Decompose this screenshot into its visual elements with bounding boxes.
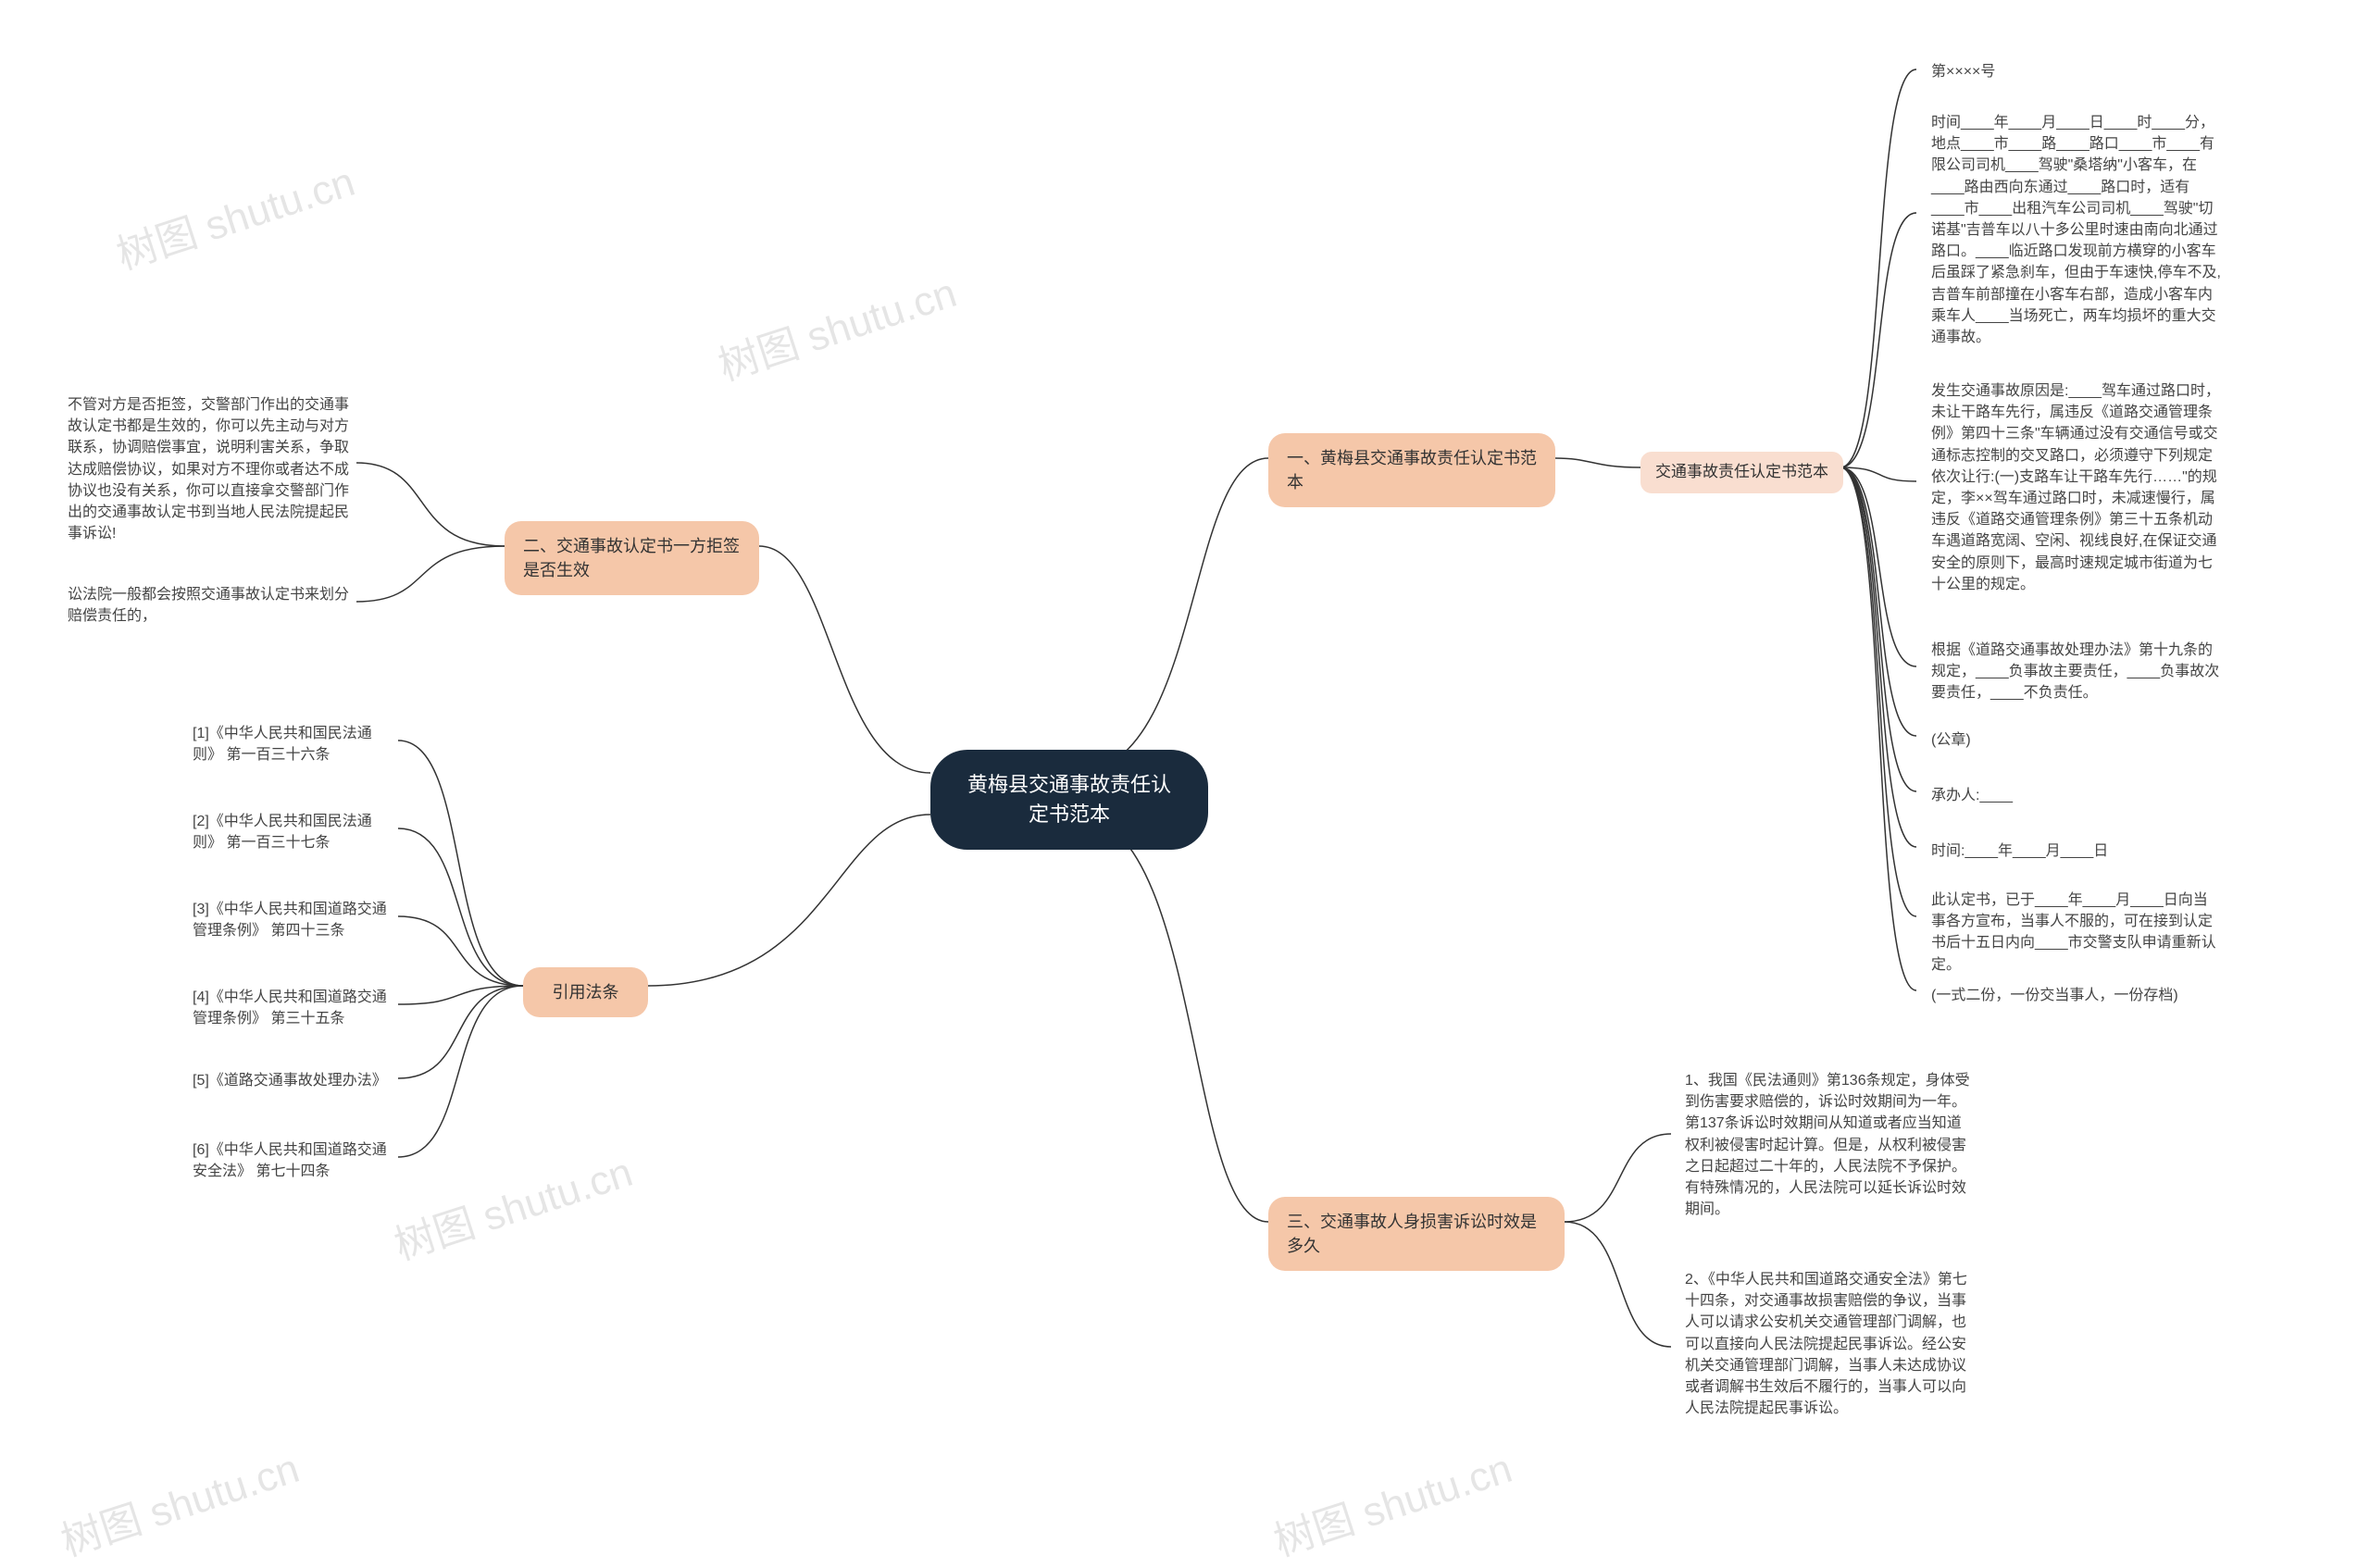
branch-1: 一、黄梅县交通事故责任认定书范本 [1268, 433, 1555, 507]
center-title: 黄梅县交通事故责任认定书范本 [967, 773, 1171, 826]
watermark: 树图 shutu.cn [53, 1435, 306, 1567]
watermark: 树图 shutu.cn [386, 1139, 639, 1271]
leaf: 讼法院一般都会按照交通事故认定书来划分赔偿责任的， [60, 579, 356, 632]
branch-1-label: 一、黄梅县交通事故责任认定书范本 [1287, 449, 1537, 492]
leaf: [5]《道路交通事故处理办法》 [185, 1064, 394, 1097]
branch-1-sub: 交通事故责任认定书范本 [1640, 452, 1843, 493]
watermark: 树图 shutu.cn [1266, 1435, 1518, 1567]
watermark: 树图 shutu.cn [108, 148, 361, 280]
leaf: [2]《中华人民共和国民法通则》 第一百三十七条 [185, 805, 398, 859]
center-node: 黄梅县交通事故责任认定书范本 [930, 750, 1208, 850]
branch-2: 二、交通事故认定书一方拒签是否生效 [505, 521, 759, 595]
leaf: [6]《中华人民共和国道路交通安全法》 第七十四条 [185, 1134, 398, 1188]
leaf: (一式二份，一份交当事人，一份存档) [1924, 979, 2186, 1012]
leaf: [4]《中华人民共和国道路交通管理条例》 第三十五条 [185, 981, 398, 1035]
leaf: 不管对方是否拒签，交警部门作出的交通事故认定书都是生效的，你可以先主动与对方联系… [60, 389, 356, 550]
leaf: 此认定书，已于____年____月____日向当事各方宣布，当事人不服的，可在接… [1924, 884, 2229, 981]
leaf: 承办人:____ [1924, 779, 2020, 812]
leaf: 1、我国《民法通则》第136条规定，身体受到伤害要求赔偿的，诉讼时效期间为一年。… [1678, 1064, 1983, 1226]
leaf: 2、《中华人民共和国道路交通安全法》第七十四条，对交通事故损害赔偿的争议，当事人… [1678, 1263, 1983, 1425]
branch-1-sub-label: 交通事故责任认定书范本 [1655, 463, 1828, 480]
leaf: [1]《中华人民共和国民法通则》 第一百三十六条 [185, 717, 398, 771]
leaf: 第××××号 [1924, 56, 2002, 88]
leaf: 根据《道路交通事故处理办法》第十九条的规定，____负事故主要责任，____负事… [1924, 634, 2229, 710]
branch-3: 三、交通事故人身损害诉讼时效是多久 [1268, 1197, 1565, 1271]
leaf: 发生交通事故原因是:____驾车通过路口时，未让干路车先行，属违反《道路交通管理… [1924, 375, 2229, 601]
leaf: 时间:____年____月____日 [1924, 835, 2115, 867]
branch-3-label: 三、交通事故人身损害诉讼时效是多久 [1287, 1213, 1537, 1255]
watermark: 树图 shutu.cn [710, 259, 963, 392]
leaf: 时间____年____月____日____时____分，地点____市____路… [1924, 106, 2229, 354]
leaf: [3]《中华人民共和国道路交通管理条例》 第四十三条 [185, 893, 398, 947]
branch-4: 引用法条 [523, 967, 648, 1017]
leaf: (公章) [1924, 724, 1978, 756]
branch-2-label: 二、交通事故认定书一方拒签是否生效 [523, 537, 740, 579]
branch-4-label: 引用法条 [553, 983, 619, 1002]
